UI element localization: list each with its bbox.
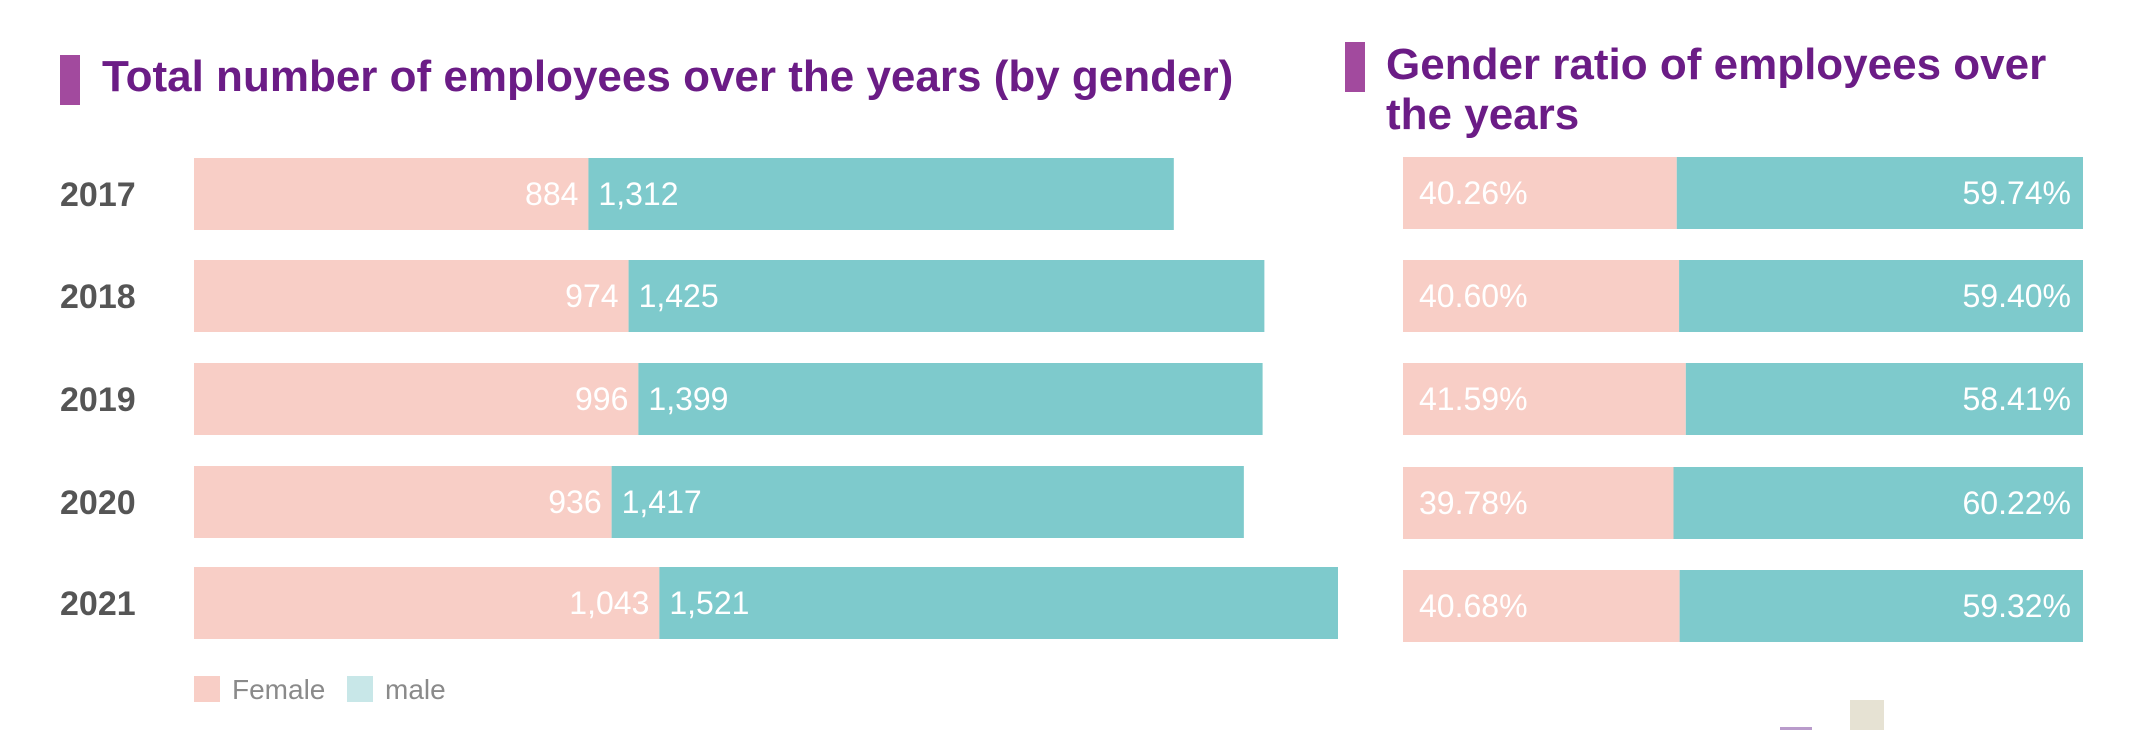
bar-male-2018 — [628, 260, 1265, 332]
label-male-2017: 1,312 — [598, 176, 678, 212]
year-label-2019: 2019 — [60, 381, 136, 419]
bar-female-2019 — [194, 363, 639, 435]
ratio-bar-male-2018 — [1679, 260, 2083, 332]
ratio-label-female-2019: 41.59% — [1419, 381, 1528, 417]
ratio-bar-female-2021 — [1403, 570, 1680, 642]
ratio-label-male-2018: 59.40% — [1962, 278, 2071, 314]
year-label-2021: 2021 — [60, 585, 136, 623]
bar-female-2021 — [194, 567, 660, 639]
legend-male-label: male — [385, 674, 446, 705]
bar-female-2018 — [194, 260, 629, 332]
label-male-2019: 1,399 — [648, 381, 728, 417]
bar-male-2020 — [611, 466, 1244, 538]
bar-male-2021 — [659, 567, 1338, 639]
left-title-marker — [60, 55, 80, 105]
ratio-bar-female-2018 — [1403, 260, 1680, 332]
right-chart-title: Gender ratio of employees over the years — [1386, 40, 2047, 139]
legend-female-label: Female — [232, 674, 325, 705]
legend-female-swatch — [194, 676, 220, 702]
label-male-2020: 1,417 — [622, 484, 702, 520]
ratio-label-female-2018: 40.60% — [1419, 278, 1528, 314]
label-female-2017: 884 — [525, 176, 578, 212]
decor-beige-square — [1850, 700, 1884, 730]
ratio-bar-female-2020 — [1403, 467, 1674, 539]
ratio-label-male-2021: 59.32% — [1962, 588, 2071, 624]
ratio-bar-male-2017 — [1676, 157, 2083, 229]
bar-female-2017 — [194, 158, 589, 230]
ratio-bar-female-2019 — [1403, 363, 1686, 435]
ratio-label-female-2021: 40.68% — [1419, 588, 1528, 624]
label-female-2020: 936 — [548, 484, 601, 520]
ratio-label-female-2017: 40.26% — [1419, 175, 1528, 211]
label-female-2019: 996 — [575, 381, 628, 417]
legend-male-swatch — [347, 676, 373, 702]
label-female-2018: 974 — [565, 278, 618, 314]
left-chart-title: Total number of employees over the years… — [102, 52, 1234, 101]
label-male-2021: 1,521 — [669, 585, 749, 621]
ratio-label-male-2017: 59.74% — [1962, 175, 2071, 211]
ratio-label-female-2020: 39.78% — [1419, 485, 1528, 521]
ratio-bar-male-2021 — [1679, 570, 2083, 642]
ratio-label-male-2020: 60.22% — [1962, 485, 2071, 521]
label-male-2018: 1,425 — [639, 278, 719, 314]
ratio-bar-male-2019 — [1685, 363, 2083, 435]
bar-male-2019 — [638, 363, 1263, 435]
bar-female-2020 — [194, 466, 612, 538]
decor-purple-square — [1780, 727, 1812, 730]
year-label-2017: 2017 — [60, 176, 136, 214]
ratio-label-male-2019: 58.41% — [1962, 381, 2071, 417]
bar-male-2017 — [588, 158, 1174, 230]
right-title-marker — [1345, 42, 1365, 92]
ratio-bar-male-2020 — [1673, 467, 2083, 539]
ratio-bar-female-2017 — [1403, 157, 1677, 229]
year-label-2018: 2018 — [60, 278, 136, 316]
label-female-2021: 1,043 — [569, 585, 649, 621]
year-label-2020: 2020 — [60, 484, 136, 522]
